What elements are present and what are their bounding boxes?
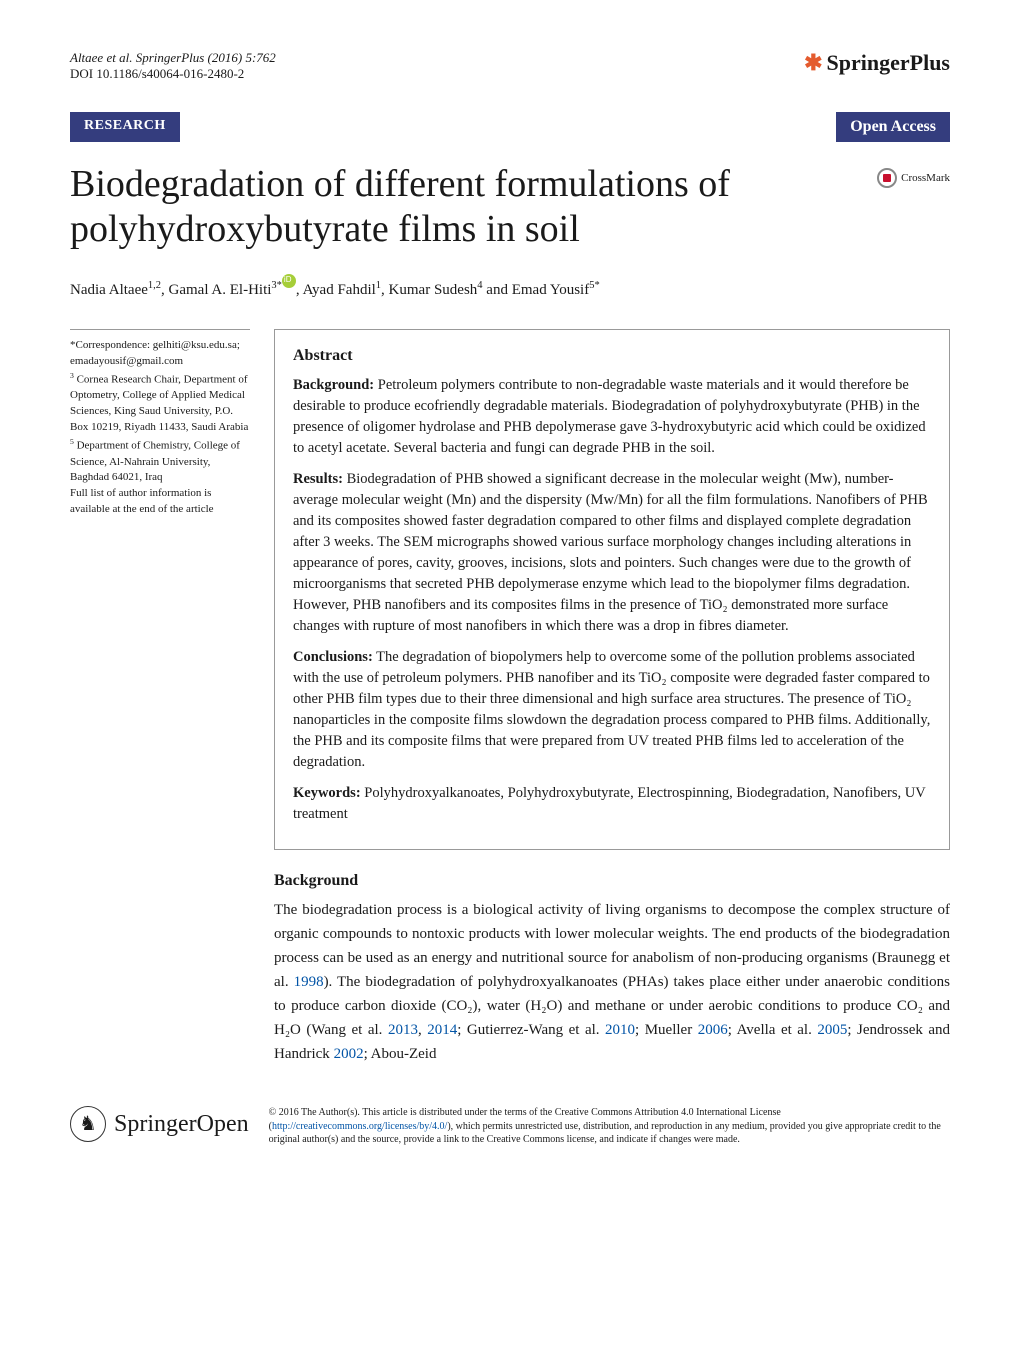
- bg-comma: ,: [418, 1022, 427, 1038]
- orcid-icon[interactable]: [282, 274, 296, 288]
- open-access-badge: Open Access: [836, 112, 950, 142]
- journal-name: SpringerPlus: [827, 50, 950, 75]
- doi: DOI 10.1186/s40064-016-2480-2: [70, 66, 276, 82]
- full-author-list-note: Full list of author information is avail…: [70, 487, 214, 515]
- author-list: Nadia Altaee1,2, Gamal A. El-Hiti3*, Aya…: [70, 274, 950, 299]
- background-heading: Background: [274, 872, 950, 890]
- abs-background-text: Petroleum polymers contribute to non-deg…: [293, 377, 926, 456]
- crossmark-button[interactable]: CrossMark: [877, 168, 950, 188]
- springer-open-logo: SpringerOpen: [70, 1106, 249, 1142]
- open-word: Open: [197, 1111, 249, 1137]
- affiliation-3: Cornea Research Chair, Department of Opt…: [70, 373, 248, 433]
- research-badge: RESEARCH: [70, 112, 180, 142]
- footer: SpringerOpen © 2016 The Author(s). This …: [70, 1106, 950, 1147]
- ref-2014[interactable]: 2014: [427, 1022, 457, 1038]
- journal-logo: ✱SpringerPlus: [804, 50, 950, 76]
- bg-text-5: ; Avella et al.: [728, 1022, 818, 1038]
- ref-2005[interactable]: 2005: [817, 1022, 847, 1038]
- crossmark-label: CrossMark: [901, 172, 950, 184]
- affiliation-5: Department of Chemistry, College of Scie…: [70, 440, 240, 484]
- abs-background-label: Background:: [293, 377, 374, 393]
- springer-word: Springer: [114, 1111, 197, 1137]
- ref-2013[interactable]: 2013: [388, 1022, 418, 1038]
- crossmark-icon: [877, 168, 897, 188]
- abs-results-text: Biodegradation of PHB showed a significa…: [293, 471, 928, 634]
- ref-1998[interactable]: 1998: [294, 974, 324, 990]
- background-paragraph: The biodegradation process is a biologic…: [274, 898, 950, 1066]
- springer-open-text: SpringerOpen: [114, 1111, 249, 1138]
- abs-conclusions-label: Conclusions:: [293, 649, 373, 665]
- springer-horse-icon: [70, 1106, 106, 1142]
- abs-keywords-text: Polyhydroxyalkanoates, Polyhydroxybutyra…: [293, 785, 925, 822]
- abs-keywords-label: Keywords:: [293, 785, 361, 801]
- bg-text-7: ; Abou-Zeid: [364, 1046, 437, 1062]
- article-title: Biodegradation of different formulations…: [70, 162, 859, 252]
- abstract-heading: Abstract: [293, 344, 931, 367]
- citation-block: Altaee et al. SpringerPlus (2016) 5:762 …: [70, 50, 276, 82]
- citation: Altaee et al. SpringerPlus (2016) 5:762: [70, 50, 276, 66]
- abstract-box: Abstract Background: Petroleum polymers …: [274, 329, 950, 851]
- bg-text-4: ; Mueller: [635, 1022, 698, 1038]
- ref-2010[interactable]: 2010: [605, 1022, 635, 1038]
- ref-2002[interactable]: 2002: [334, 1046, 364, 1062]
- correspondence-label: *Correspondence:: [70, 339, 150, 351]
- section-bar: RESEARCH Open Access: [70, 112, 950, 142]
- bg-text-3: ; Gutierrez-Wang et al.: [457, 1022, 605, 1038]
- abs-conclusions-text: The degradation of biopolymers help to o…: [293, 649, 930, 770]
- license-link[interactable]: http://creativecommons.org/licenses/by/4…: [272, 1121, 447, 1132]
- license-text: © 2016 The Author(s). This article is di…: [269, 1106, 950, 1147]
- springer-spark-icon: ✱: [804, 50, 822, 75]
- abs-results-label: Results:: [293, 471, 343, 487]
- header-meta: Altaee et al. SpringerPlus (2016) 5:762 …: [70, 50, 950, 82]
- correspondence-sidebar: *Correspondence: gelhiti@ksu.edu.sa; ema…: [70, 329, 250, 1067]
- main-column: Abstract Background: Petroleum polymers …: [274, 329, 950, 1067]
- ref-2006[interactable]: 2006: [698, 1022, 728, 1038]
